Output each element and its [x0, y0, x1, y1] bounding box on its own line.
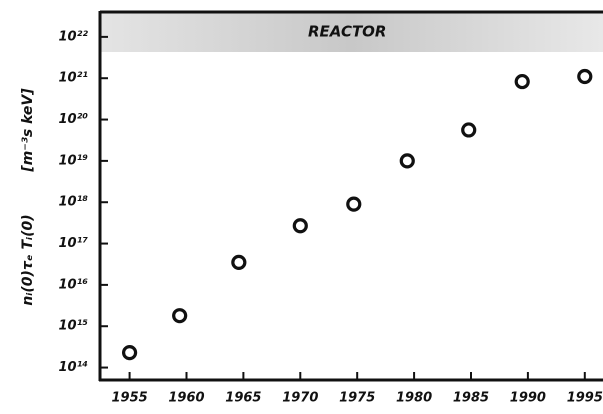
- x-tick-label: 1980: [396, 391, 432, 406]
- y-axis-unit: [m⁻³s keV]: [20, 88, 36, 173]
- point: [231, 254, 247, 271]
- y-tick-label: 10²²: [59, 29, 89, 44]
- x-tick-label: 1975: [339, 391, 375, 406]
- x-tick-label: 1995: [567, 391, 603, 406]
- point: [461, 122, 477, 138]
- y-tick-label: 10¹⁴: [59, 360, 89, 375]
- x-tick-label: 1955: [111, 391, 147, 406]
- point: [577, 68, 593, 85]
- reactor-band: [100, 12, 603, 52]
- x-tick-label: 1985: [453, 391, 489, 406]
- point: [172, 308, 188, 324]
- point: [292, 218, 308, 234]
- x-tick-label: 1960: [168, 391, 204, 406]
- y-axis-label: nᵢ(0)τₑ Tᵢ(0): [20, 214, 36, 305]
- x-tick-label: 1965: [225, 391, 261, 406]
- y-tick-label: 10²⁰: [59, 112, 89, 127]
- y-tick-label: 10¹⁹: [59, 153, 89, 168]
- y-tick-label: 10¹⁸: [59, 195, 89, 210]
- y-tick-label: 10¹⁷: [59, 236, 89, 251]
- point: [399, 153, 415, 169]
- y-tick-label: 10¹⁵: [59, 319, 89, 334]
- x-tick-label: 1970: [282, 391, 318, 406]
- annotation: REACTOR: [308, 23, 387, 41]
- point: [514, 73, 530, 90]
- y-tick-label: 10²¹: [59, 71, 89, 86]
- y-tick-label: 10¹⁶: [59, 277, 89, 292]
- x-tick-label: 1990: [510, 391, 546, 406]
- point: [346, 196, 362, 212]
- point: [121, 345, 138, 361]
